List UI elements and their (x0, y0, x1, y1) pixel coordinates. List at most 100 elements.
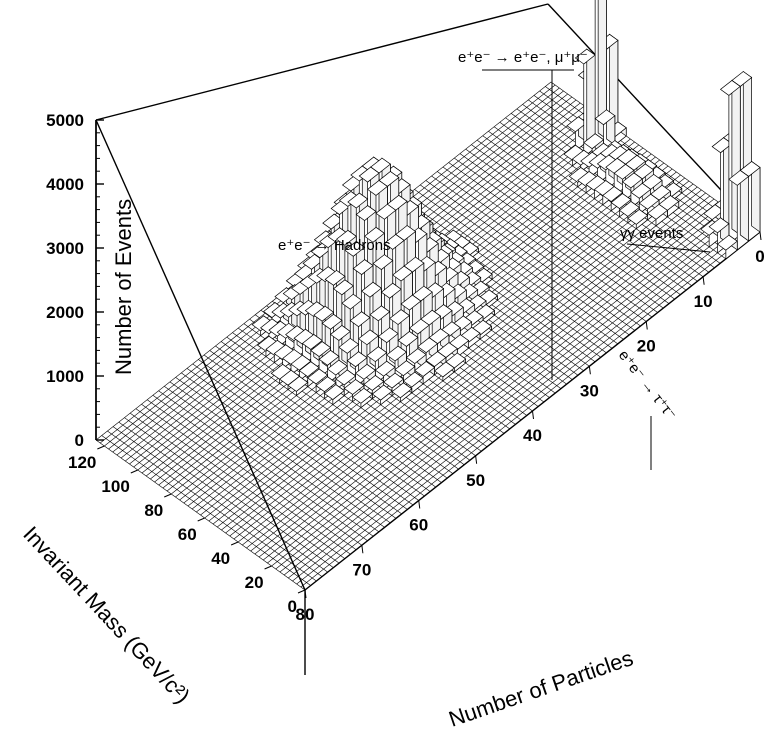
mass-tick-mark (164, 493, 172, 498)
particles-tick-mark (418, 500, 421, 509)
mass-tick-label: 0 (288, 597, 297, 616)
histogram-bar (739, 160, 761, 242)
bar-top-face (361, 281, 382, 298)
particles-tick-label: 20 (637, 337, 656, 356)
grid-line-mass (292, 222, 748, 582)
bar-top-face (374, 360, 396, 377)
histogram-bars (251, 0, 761, 409)
bar-top-face (414, 361, 436, 377)
bar-top-face (372, 254, 394, 271)
particles-tick-mark (645, 321, 648, 330)
particles-tick-mark (304, 589, 307, 599)
bar-top-face (322, 213, 344, 230)
bar-top-face (594, 109, 616, 126)
bar-top-face (315, 376, 337, 393)
mass-tick-mark (97, 445, 105, 450)
particles-tick-mark (532, 410, 534, 420)
annotation-tau: e⁺e⁻ → τ⁺τ⁻ (615, 347, 680, 423)
bar-top-face (391, 382, 413, 399)
bar-top-face (610, 193, 632, 210)
bar-top-face (329, 325, 351, 341)
bar-top-face (364, 226, 385, 243)
grid-line-mass (242, 186, 698, 546)
bar-top-face (298, 361, 320, 378)
bar-top-face (371, 384, 393, 401)
grid-line-mass (271, 207, 727, 567)
bar-top-face (351, 387, 373, 404)
histogram-bar (433, 361, 455, 382)
particles-axis-title: Number of Particles (445, 645, 636, 732)
bar-top-face (358, 166, 380, 183)
annotation-hadrons: e⁺e⁻ → Hadrons (278, 237, 391, 254)
bar-top-face (377, 327, 399, 344)
particles-tick-label: 40 (523, 426, 542, 445)
bar-top-face (621, 172, 643, 189)
particles-tick-mark (702, 276, 705, 285)
bar-top-face (383, 234, 405, 250)
bar-top-face (310, 341, 332, 358)
particles-tick-label: 10 (694, 292, 713, 311)
bar-top-face (425, 351, 447, 367)
annotation-leptons: e⁺e⁻ → e⁺e⁻, μ⁺μ⁻ (458, 49, 588, 66)
grid-line-mass (296, 225, 752, 585)
mass-tick-mark (264, 565, 272, 570)
bar-top-face (346, 351, 368, 368)
mass-tick-label: 40 (211, 549, 230, 568)
bar-top-face (352, 259, 374, 275)
mass-tick-label: 100 (101, 477, 129, 496)
mass-tick-label: 20 (245, 573, 264, 592)
particles-tick-mark (475, 455, 478, 464)
bar-top-face (392, 265, 414, 282)
annotation-gamma-leader (626, 243, 711, 253)
bar-top-face (307, 368, 329, 385)
bar-top-face (323, 384, 345, 400)
bar-top-face (341, 293, 363, 310)
bar-top-face (386, 345, 407, 362)
bar-top-face (417, 337, 439, 354)
particles-tick-label: 60 (409, 516, 428, 535)
grid-line-mass (267, 204, 723, 564)
bar-top-face (433, 361, 455, 378)
histogram-bar (574, 48, 596, 158)
bar-top-face (321, 313, 343, 330)
histogram-bar (391, 382, 413, 403)
grid-line-mass (300, 228, 757, 588)
histogram-bar (647, 203, 668, 227)
bar-top-face (367, 180, 388, 196)
bar-top-face (335, 229, 357, 246)
grid-line-mass (246, 189, 702, 549)
events-tick-label: 5000 (46, 111, 84, 130)
bar-top-face (405, 348, 427, 364)
grid-line-mass (275, 210, 731, 570)
particles-tick-mark (361, 545, 364, 554)
bar-top-face (366, 346, 388, 363)
particles-tick-label: 70 (352, 560, 371, 579)
bar-top-face (627, 208, 649, 225)
mass-tick-label: 120 (68, 453, 96, 472)
mass-tick-mark (130, 469, 138, 474)
bar-top-face (347, 192, 369, 209)
mass-tick-label: 80 (144, 501, 163, 520)
bar-top-face (354, 363, 376, 380)
histogram-bar (716, 234, 738, 260)
bar-top-face (301, 334, 323, 350)
events-axis-title: Number of Events (111, 199, 136, 375)
bar-top-face (343, 379, 365, 395)
bar-top-face (355, 205, 377, 221)
events-tick-label: 0 (75, 431, 84, 450)
histogram-bar (402, 371, 424, 394)
grid-line-mass (283, 216, 740, 576)
bar-top-face (318, 349, 340, 366)
events-tick-label: 1000 (46, 367, 84, 386)
bar-top-face (647, 203, 668, 220)
bar-top-face (324, 269, 346, 286)
bar-top-face (400, 294, 422, 311)
bar-side-face (597, 0, 607, 140)
bar-top-face (602, 186, 624, 202)
histogram-bar (627, 208, 649, 230)
histogram-bar (287, 375, 309, 397)
events-tick-label: 4000 (46, 175, 84, 194)
events-tick-label: 2000 (46, 303, 84, 322)
bar-top-face (402, 371, 424, 388)
